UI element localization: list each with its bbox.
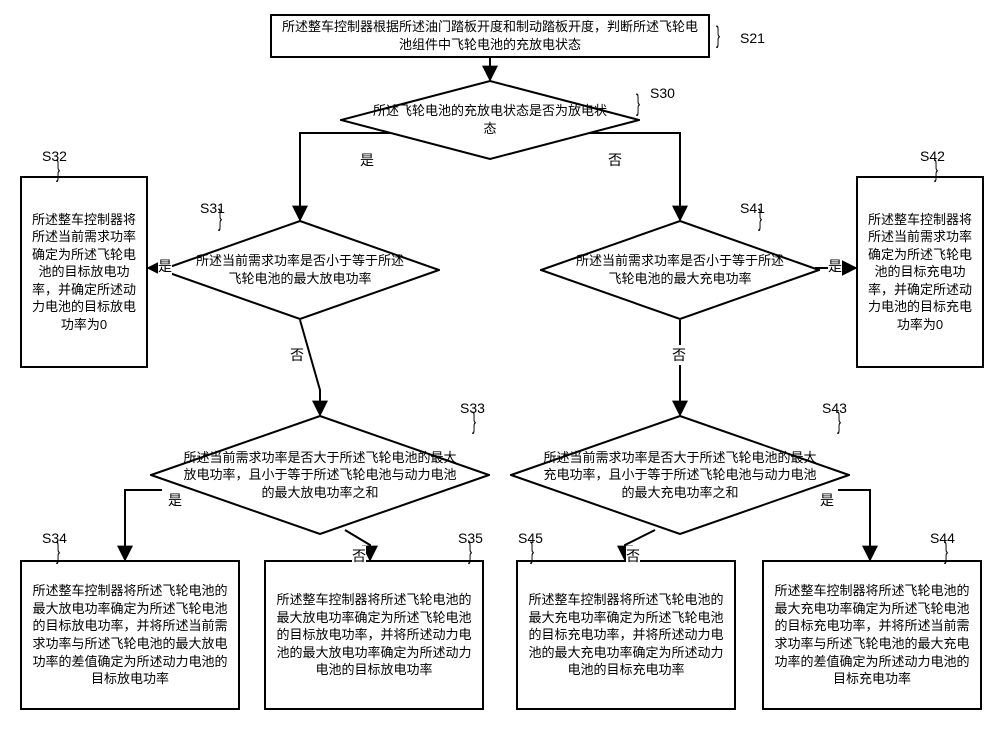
decision-s43-text: 所述当前需求功率是否大于所述飞轮电池的最大充电功率，且小于等于所述飞轮电池与动力… [510,449,850,502]
step-s35: 所述整车控制器将所述飞轮电池的最大放电功率确定为所述飞轮电池的目标放电功率，并将… [264,560,484,710]
decision-s30: 所述飞轮电池的充放电状态是否为放电状态 [340,80,640,160]
edge-label-s31_yes: 是 [158,256,172,276]
curly-s44: } [944,538,948,566]
step-label-s34: S34 [42,530,67,546]
decision-s33: 所述当前需求功率是否大于所述飞轮电池的最大放电功率，且小于等于所述飞轮电池与动力… [150,415,490,535]
step-label-s44: S44 [930,530,955,546]
edge-label-s30_no: 否 [608,150,622,170]
curly-s21: } [716,22,720,50]
step-s44: 所述整车控制器将所述飞轮电池的最大充电功率确定为所述飞轮电池的目标充电功率，并将… [762,560,982,710]
decision-s43: 所述当前需求功率是否大于所述飞轮电池的最大充电功率，且小于等于所述飞轮电池与动力… [510,415,850,535]
edge-label-s33_yes: 是 [168,490,182,510]
step-label-s32: S32 [42,148,67,164]
curly-s45: } [530,538,534,566]
curly-s35: } [468,538,472,566]
step-label-s43: S43 [822,400,847,416]
curly-s33: } [472,408,476,436]
curly-s41: } [758,205,762,233]
edge-label-s41_yes: 是 [828,256,842,276]
step-s32: 所述整车控制器将所述当前需求功率确定为所述飞轮电池的目标放电功率，并确定所述动力… [20,176,148,368]
step-s45: 所述整车控制器将所述飞轮电池的最大充电功率确定为所述飞轮电池的目标充电功率，并将… [516,560,736,710]
curly-s34: } [56,538,60,566]
step-label-s42: S42 [920,148,945,164]
edge-label-s41_no: 否 [672,345,686,365]
edge-label-s43_no: 否 [626,546,640,566]
curly-s31: } [218,205,222,233]
curly-s42: } [934,156,938,184]
decision-s31-text: 所述当前需求功率是否小于等于所述飞轮电池的最大放电功率 [160,252,440,287]
curly-s43: } [837,408,841,436]
step-label-s30: S30 [650,85,675,101]
decision-s41-text: 所述当前需求功率是否小于等于所述飞轮电池的最大充电功率 [540,252,820,287]
edge-label-s31_no: 否 [290,345,304,365]
edge-label-s33_no: 否 [352,546,366,566]
edge-label-s30_yes: 是 [360,150,374,170]
curly-s30: } [636,90,640,118]
step-label-s21: S21 [740,30,765,46]
step-s42: 所述整车控制器将所述当前需求功率确定为所述飞轮电池的目标充电功率，并确定所述动力… [856,176,984,368]
decision-s33-text: 所述当前需求功率是否大于所述飞轮电池的最大放电功率，且小于等于所述飞轮电池与动力… [150,449,490,502]
edge-label-s43_yes: 是 [820,490,834,510]
decision-s41: 所述当前需求功率是否小于等于所述飞轮电池的最大充电功率 [540,220,820,320]
step-s34: 所述整车控制器将所述飞轮电池的最大放电功率确定为所述飞轮电池的目标放电功率，并将… [20,560,240,710]
step-s21: 所述整车控制器根据所述油门踏板开度和制动踏板开度，判断所述飞轮电池组件中飞轮电池… [270,14,710,58]
curly-s32: } [56,156,60,184]
decision-s30-text: 所述飞轮电池的充放电状态是否为放电状态 [340,102,640,137]
decision-s31: 所述当前需求功率是否小于等于所述飞轮电池的最大放电功率 [160,220,440,320]
